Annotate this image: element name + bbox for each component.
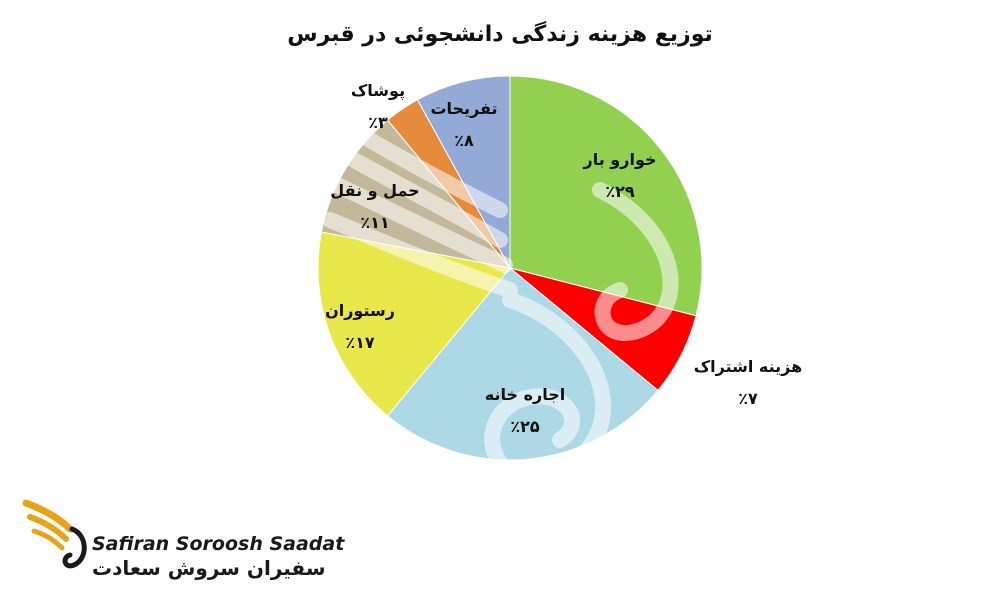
pie-slice bbox=[386, 267, 659, 461]
pie-slice bbox=[416, 75, 511, 269]
logo-name-fa: سفیران سروش سعادت bbox=[92, 556, 326, 580]
logo-name-en: Safiran Soroosh Saadat bbox=[92, 533, 345, 555]
slice-category-label: پوشاک bbox=[351, 81, 405, 101]
chart-title: توزیع هزینه زندگی دانشجوئی در قبرس bbox=[287, 22, 713, 47]
slice-value-label: ٪۳ bbox=[368, 113, 388, 132]
slice-category-label: هزینه اشتراک bbox=[694, 357, 802, 376]
slice-labels: خوارو بار ٪۲۹ هزینه اشتراک ٪۷ اجاره خانه ٪۲۵ ر… bbox=[325, 81, 802, 436]
slice-category-label: تفریحات bbox=[430, 99, 497, 118]
slice-value-label: ٪۲۵ bbox=[510, 417, 540, 436]
slice-category-label: رستوران bbox=[325, 301, 395, 320]
slice-value-label: ٪۸ bbox=[454, 131, 474, 150]
slice-value-label: ٪۲۹ bbox=[605, 182, 635, 201]
slice-category-label: حمل و نقل bbox=[330, 181, 419, 200]
logo: Safiran Soroosh Saadat سفیران سروش سعادت bbox=[22, 495, 344, 585]
watermark-icon bbox=[257, 64, 679, 485]
slice-category-label: خوارو بار bbox=[583, 150, 657, 169]
golden-wing-icon bbox=[22, 499, 87, 569]
slice-category-label: اجاره خانه bbox=[485, 385, 566, 404]
slice-value-label: ٪۱۷ bbox=[345, 333, 375, 352]
slice-value-label: ٪۷ bbox=[738, 389, 758, 408]
slice-value-label: ٪۱۱ bbox=[360, 213, 389, 232]
